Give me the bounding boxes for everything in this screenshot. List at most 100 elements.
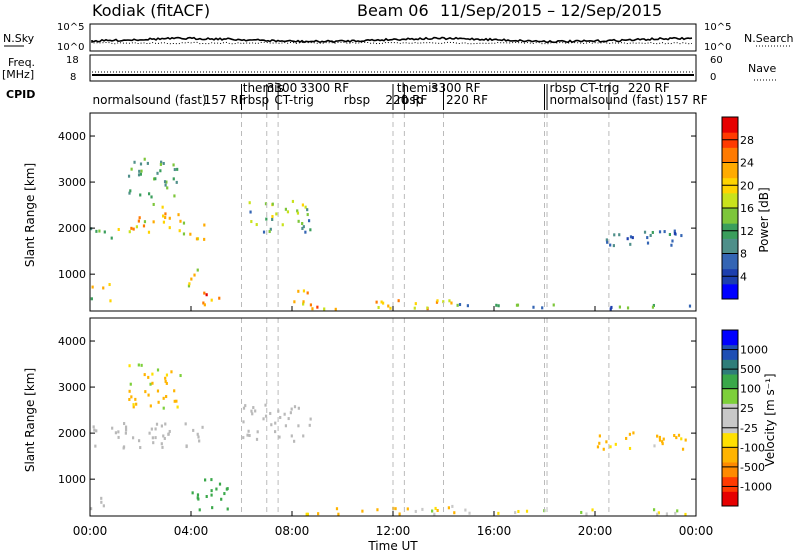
velocity-cell — [149, 404, 152, 408]
power-cell — [466, 304, 469, 308]
power-cell — [516, 303, 520, 307]
velocity-cell — [100, 496, 103, 500]
power-colorbar-label: Power [dB] — [757, 187, 771, 252]
velocity-cell — [256, 430, 259, 434]
velocity-cell — [114, 431, 118, 435]
velocity-cell — [162, 396, 165, 400]
velocity-cell — [264, 403, 267, 407]
velocity-cell — [117, 435, 120, 439]
cpid-segment-label: rbsp — [243, 93, 269, 107]
power-colorbar-tick-label: 12 — [740, 225, 754, 238]
power-cell — [188, 282, 191, 286]
station-title: Kodiak (fitACF) — [92, 1, 210, 20]
velocity-cell — [273, 430, 277, 434]
velocity-cell — [151, 372, 154, 376]
velocity-cell — [150, 427, 153, 431]
power-cell — [284, 207, 288, 211]
velocity-cell — [680, 437, 683, 441]
power-cell — [541, 306, 544, 310]
velocity-cell — [164, 376, 167, 380]
velocity-cell — [204, 478, 207, 482]
power-cell — [218, 296, 221, 300]
velocity-cell — [306, 512, 309, 516]
velocity-cell — [147, 393, 150, 397]
velocity-colorbar-swatch — [722, 418, 738, 434]
velocity-cell — [143, 373, 146, 377]
velocity-cell — [148, 431, 151, 435]
power-cell — [179, 219, 182, 223]
power-cell — [152, 177, 156, 181]
velocity-ytick-label: 2000 — [58, 427, 86, 440]
power-cell — [203, 303, 206, 307]
velocity-cell — [162, 434, 165, 438]
power-cell — [152, 220, 155, 224]
power-cell — [250, 220, 253, 224]
velocity-colorbar-swatch — [722, 359, 738, 375]
power-cell — [98, 229, 101, 233]
velocity-cell — [284, 424, 288, 428]
power-cell — [165, 180, 168, 184]
power-cell — [164, 216, 167, 220]
velocity-colorbar-frame — [721, 329, 739, 507]
velocity-cell — [674, 511, 677, 515]
power-cell — [652, 303, 655, 307]
power-cell — [426, 306, 429, 310]
velocity-cell — [162, 406, 165, 410]
velocity-cell — [414, 509, 417, 513]
velocity-cell — [361, 509, 364, 513]
velocity-cell — [632, 431, 635, 435]
x-tick-label: 08:00 — [275, 524, 310, 538]
power-cell — [154, 177, 157, 181]
power-cell — [135, 225, 139, 229]
power-cell — [450, 301, 453, 305]
power-cell — [673, 231, 677, 235]
power-cell — [265, 217, 268, 221]
velocity-cell — [251, 412, 254, 416]
velocity-cell — [246, 433, 249, 437]
power-cell — [613, 233, 616, 237]
cpid-segment-label: themis — [397, 81, 438, 95]
velocity-cell — [90, 507, 93, 511]
power-cell — [103, 230, 106, 234]
power-cell — [255, 223, 258, 227]
velocity-cell — [453, 511, 456, 515]
velocity-cell — [447, 506, 450, 510]
power-colorbar-tick-label: 4 — [740, 270, 747, 283]
velocity-cell — [376, 508, 379, 512]
power-cell — [605, 238, 608, 242]
power-cell — [161, 214, 165, 218]
power-cell — [150, 195, 153, 199]
velocity-cell — [151, 436, 154, 440]
velocity-ytick-label: 1000 — [58, 473, 86, 486]
velocity-cell — [244, 404, 247, 408]
power-cell — [168, 226, 171, 230]
power-cell — [334, 307, 337, 311]
power-cell — [129, 189, 132, 193]
power-colorbar: 4 8 12 16 20 24 28 — [721, 116, 754, 300]
velocity-cell — [124, 425, 128, 429]
velocity-ylabel: Slant Range [km] — [23, 368, 37, 472]
power-cell — [205, 293, 208, 297]
velocity-cell — [220, 497, 223, 501]
velocity-cell — [337, 512, 340, 516]
power-cell — [152, 202, 155, 206]
velocity-cell — [628, 446, 632, 450]
nsearch-tick-bottom: 10^0 — [704, 42, 731, 53]
power-cell — [618, 233, 621, 237]
velocity-colorbar-swatch — [722, 403, 738, 419]
power-cell — [302, 289, 306, 293]
velocity-cell — [198, 508, 201, 512]
velocity-cell — [274, 421, 277, 425]
x-tick-label: 16:00 — [477, 524, 512, 538]
velocity-cell — [436, 509, 439, 513]
velocity-cell — [130, 395, 133, 399]
power-cell — [163, 180, 167, 184]
power-cell — [182, 221, 186, 225]
cpid-segment-label: 157 RF — [666, 93, 708, 107]
velocity-colorbar-tick-label: 500 — [740, 363, 761, 376]
velocity-cell — [147, 375, 150, 379]
velocity-cell — [210, 489, 213, 493]
power-cell — [606, 240, 609, 244]
velocity-cell — [129, 382, 132, 386]
velocity-cell — [154, 436, 157, 440]
